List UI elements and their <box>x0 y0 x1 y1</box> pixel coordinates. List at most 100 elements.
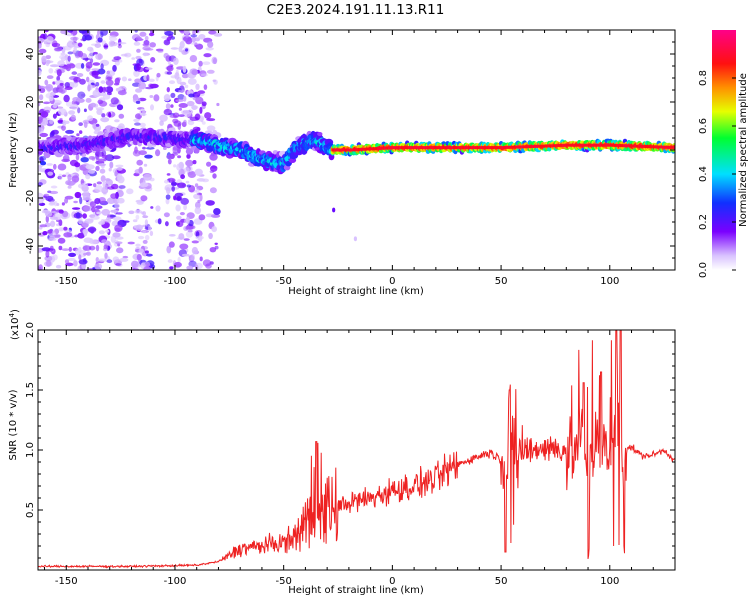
heatmap-cell <box>201 121 206 125</box>
heatmap-cell <box>161 35 169 39</box>
heatmap-cell <box>370 147 374 151</box>
heatmap-cell <box>598 143 602 147</box>
snr-y-axis: 0.5 1.0 1.5 2.0 <box>25 322 675 559</box>
heatmap-cell <box>440 146 443 150</box>
heatmap-cell <box>65 33 74 37</box>
heatmap-cell <box>100 117 110 123</box>
heatmap-cell <box>73 260 78 267</box>
heatmap-cell <box>203 53 212 58</box>
heatmap-cell <box>150 104 154 111</box>
snr-series-line <box>38 330 675 569</box>
heatmap-cell <box>127 241 135 245</box>
heatmap-cell <box>177 182 187 189</box>
heatmap-cell <box>45 43 50 48</box>
heatmap-cell <box>535 144 539 148</box>
heatmap-cell <box>183 204 188 211</box>
heatmap-cell <box>381 146 384 150</box>
heatmap-cell <box>109 41 118 47</box>
heatmap-cell <box>488 146 491 150</box>
heatmap-cell <box>364 147 367 151</box>
heatmap-cell <box>213 33 223 37</box>
heatmap-cell <box>139 31 147 37</box>
heatmap-cell <box>588 143 591 147</box>
heatmap-cell <box>156 72 161 78</box>
heatmap-cell <box>195 201 201 209</box>
heatmap-cell <box>73 45 77 53</box>
heatmap-cell <box>472 146 476 150</box>
heatmap-cell <box>192 160 197 165</box>
heatmap-cell <box>77 107 81 114</box>
heatmap-cell <box>144 35 149 41</box>
heatmap-cell <box>108 36 118 41</box>
heatmap-cell <box>553 144 556 148</box>
heatmap-cell <box>570 143 574 147</box>
heatmap-cell <box>67 30 74 33</box>
heatmap-cell <box>206 125 216 131</box>
heatmap-cell <box>331 148 334 152</box>
y-tick-label: 0.5 <box>25 502 36 518</box>
heatmap-cell <box>366 147 369 151</box>
heatmap-cell <box>67 55 71 62</box>
heatmap-cell <box>38 202 46 206</box>
heatmap-cell <box>117 90 127 96</box>
heatmap-cell <box>95 244 100 252</box>
heatmap-cell <box>403 146 406 150</box>
heatmap-cell <box>104 252 108 259</box>
heatmap-cell <box>94 263 103 270</box>
heatmap-cell <box>38 43 42 49</box>
colorbar-ticks: 0.0 0.2 0.4 0.6 0.8 <box>698 70 736 278</box>
heatmap-cell <box>45 215 49 223</box>
heatmap-cell <box>176 221 180 226</box>
heatmap-cell <box>78 122 83 126</box>
heatmap-cell <box>185 148 194 155</box>
heatmap-cell <box>199 106 203 114</box>
spectrogram-x-label: Height of straight line (km) <box>288 286 424 297</box>
heatmap-cell <box>191 240 199 244</box>
heatmap-cell <box>169 266 174 270</box>
heatmap-cell <box>121 76 127 82</box>
heatmap-cell <box>145 67 153 70</box>
heatmap-cell <box>73 76 81 83</box>
heatmap-cell <box>581 143 584 147</box>
heatmap-cell <box>459 146 463 150</box>
heatmap-cell <box>49 64 60 68</box>
heatmap-cell <box>64 197 69 204</box>
heatmap-cell <box>657 145 661 149</box>
heatmap-cell <box>194 37 201 42</box>
heatmap-cell <box>96 211 102 215</box>
heatmap-cell <box>114 119 120 123</box>
heatmap-cell <box>115 241 123 245</box>
heatmap-cell <box>105 178 111 182</box>
heatmap-cell <box>179 81 187 86</box>
heatmap-cell <box>202 61 211 65</box>
heatmap-cell <box>48 68 54 74</box>
heatmap-cell <box>186 153 191 159</box>
heatmap-cell <box>181 73 189 79</box>
heatmap-cell <box>132 219 138 223</box>
heatmap-cell <box>73 200 78 204</box>
heatmap-cell <box>198 60 203 67</box>
heatmap-cell <box>98 258 107 262</box>
heatmap-cell <box>98 230 105 235</box>
heatmap-cell <box>205 200 215 206</box>
heatmap-cell <box>185 159 194 167</box>
heatmap-cell <box>466 146 469 150</box>
heatmap-cell <box>359 147 363 151</box>
heatmap-cell <box>82 198 92 201</box>
heatmap-cell <box>68 246 73 252</box>
heatmap-cell <box>64 86 73 91</box>
heatmap-cell <box>398 146 402 150</box>
heatmap-cell <box>670 145 674 149</box>
heatmap-cell <box>416 146 419 150</box>
heatmap-cell <box>172 112 180 118</box>
heatmap-cell <box>40 111 49 118</box>
heatmap-cell <box>446 146 450 150</box>
heatmap-cell <box>107 92 112 96</box>
heatmap-cell <box>195 235 204 240</box>
heatmap-cell <box>651 145 654 149</box>
heatmap-cell <box>210 165 218 172</box>
heatmap-cell <box>56 69 62 77</box>
heatmap-cell <box>342 148 345 152</box>
colorbar-tick-label: 0.8 <box>698 70 709 86</box>
heatmap-cell <box>173 195 177 201</box>
